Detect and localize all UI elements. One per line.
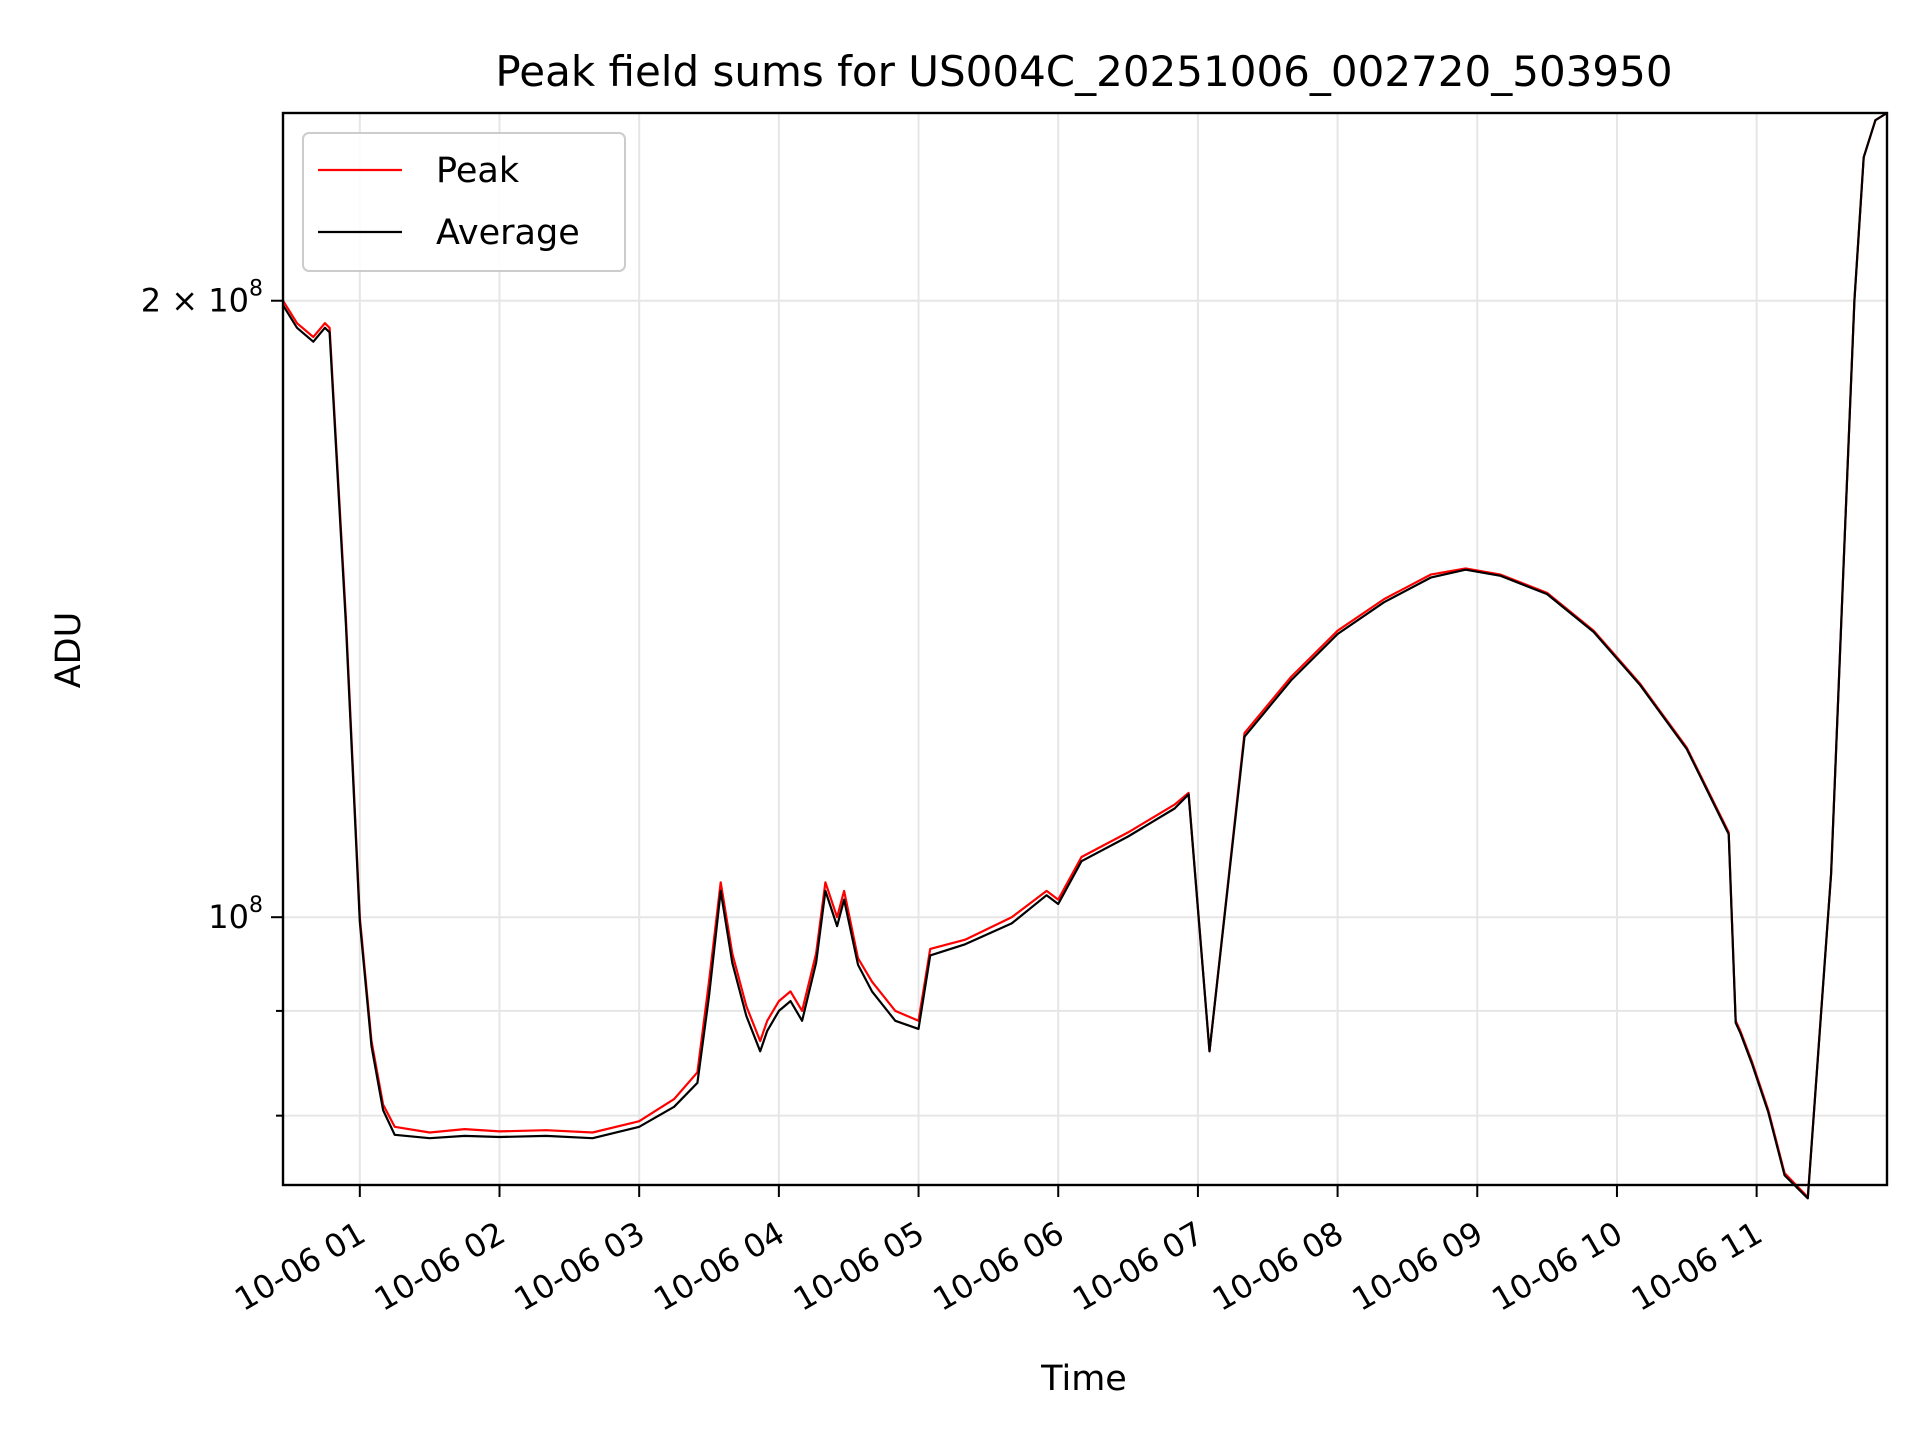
grid	[283, 113, 1887, 1185]
legend-label-average: Average	[436, 213, 580, 253]
y-tick-label: 2 × 108	[141, 277, 263, 320]
series-line-average	[282, 112, 1888, 1200]
y-axis-label: ADU	[49, 612, 89, 689]
legend-label-peak: Peak	[436, 151, 520, 191]
plot-series	[282, 112, 1888, 1200]
y-tick-base: 2 × 10	[141, 282, 249, 320]
legend: Peak Average	[302, 132, 626, 272]
chart-title: Peak field sums for US004C_20251006_0027…	[495, 47, 1672, 96]
y-tick-base: 10	[208, 898, 249, 936]
legend-box	[302, 132, 626, 272]
y-tick-label: 108	[208, 893, 263, 936]
y-tick-exponent: 8	[249, 277, 263, 302]
y-tick-exponent: 8	[249, 893, 263, 918]
x-axis-label: Time	[1040, 1359, 1127, 1399]
plot-frame	[281, 111, 1889, 1187]
